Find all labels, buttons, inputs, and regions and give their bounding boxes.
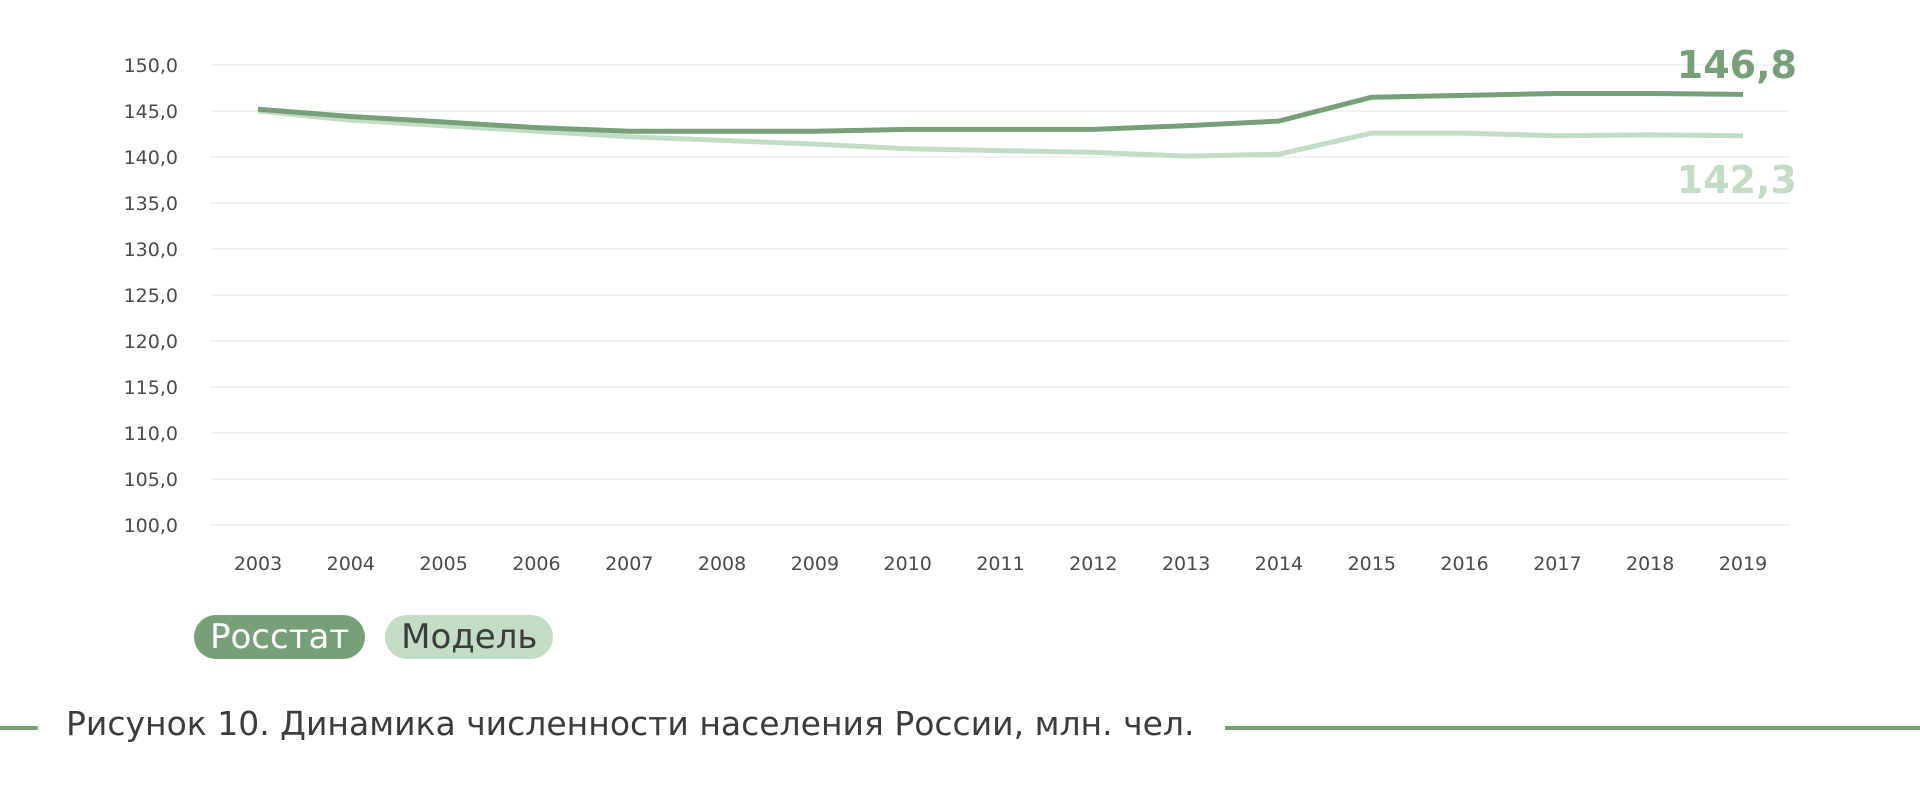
end-label-model: 142,3 — [1677, 158, 1797, 202]
y-tick-label: 150,0 — [124, 55, 178, 77]
y-tick-label: 110,0 — [124, 423, 178, 445]
x-tick-label: 2014 — [1255, 553, 1303, 575]
x-tick-label: 2012 — [1069, 553, 1117, 575]
x-tick-label: 2003 — [234, 553, 282, 575]
y-tick-label: 120,0 — [124, 331, 178, 353]
legend-item-rosstat: Росстат — [194, 615, 366, 659]
y-tick-label: 140,0 — [124, 147, 178, 169]
x-tick-label: 2010 — [884, 553, 932, 575]
x-tick-label: 2009 — [791, 553, 839, 575]
grid-lines — [210, 64, 1790, 526]
x-tick-label: 2008 — [698, 553, 746, 575]
series-line-rosstat — [257, 91, 1744, 134]
end-labels: 146,8 142,3 — [1677, 43, 1797, 202]
x-tick-label: 2007 — [605, 553, 653, 575]
caption-rule-left — [0, 726, 38, 730]
line-chart: 100,0 105,0 110,0 115,0 120,0 125,0 130,0 135,0… — [124, 43, 1797, 575]
x-tick-label: 2018 — [1626, 553, 1674, 575]
caption-row: Рисунок 10. Динамика численности населен… — [0, 700, 1920, 752]
x-tick-label: 2013 — [1162, 553, 1210, 575]
x-tick-label: 2006 — [512, 553, 560, 575]
y-tick-label: 115,0 — [124, 377, 178, 399]
y-tick-label: 130,0 — [124, 239, 178, 261]
y-tick-label: 135,0 — [124, 193, 178, 215]
y-tick-label: 105,0 — [124, 469, 178, 491]
y-tick-label: 145,0 — [124, 101, 178, 123]
x-tick-label: 2011 — [976, 553, 1024, 575]
x-tick-label: 2005 — [419, 553, 467, 575]
legend: Росстат Модель — [194, 615, 554, 659]
y-tick-label: 125,0 — [124, 285, 178, 307]
x-tick-label: 2017 — [1533, 553, 1581, 575]
x-tick-label: 2004 — [327, 553, 375, 575]
figure-caption: Рисунок 10. Динамика численности населен… — [66, 704, 1195, 743]
caption-rule-right — [1225, 726, 1920, 730]
x-tick-label: 2016 — [1440, 553, 1488, 575]
x-axis-ticks: 2003 2004 2005 2006 2007 2008 2009 2010 2011 2012… — [234, 553, 1767, 575]
y-axis-ticks: 100,0 105,0 110,0 115,0 120,0 125,0 130,0 135,0… — [124, 55, 178, 537]
series-line-model — [257, 108, 1744, 159]
y-tick-label: 100,0 — [124, 515, 178, 537]
x-tick-label: 2019 — [1719, 553, 1767, 575]
series-lines — [257, 91, 1744, 159]
legend-item-model: Модель — [385, 615, 554, 659]
end-label-rosstat: 146,8 — [1677, 43, 1797, 87]
x-tick-label: 2015 — [1348, 553, 1396, 575]
